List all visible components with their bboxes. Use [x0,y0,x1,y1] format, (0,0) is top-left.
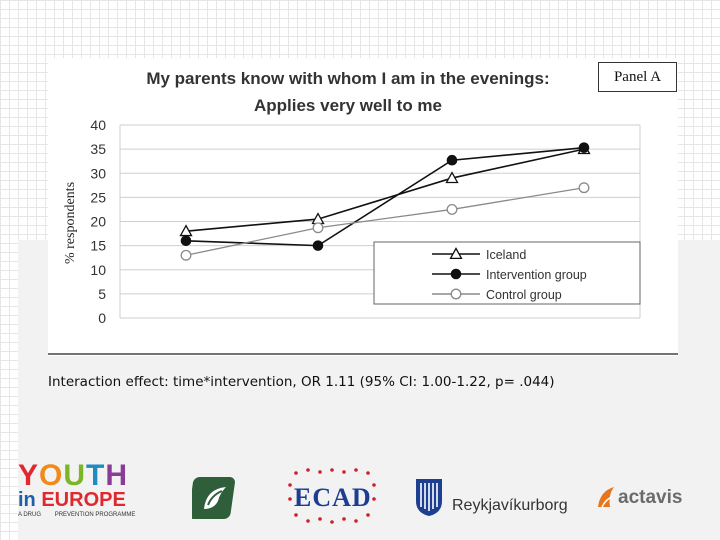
sponsor-logos: YOUTH in EUROPE A DRUG PREVENTION PROGRA… [18,455,720,535]
youth-logo-subtitle: A DRUG PREVENTION PROGRAMME [18,512,136,518]
legend-label-intervention-group: Intervention group [486,268,587,282]
reykjavikurborg-logo: Reykjavíkurborg [414,477,568,521]
chart-title-line2: Applies very well to me [254,96,442,115]
line-chart: My parents know with whom I am in the ev… [48,58,678,356]
actavis-logo-text: actavis [618,487,683,508]
actavis-logo: actavis [596,481,696,517]
legend: Iceland Intervention group Control group [373,241,641,305]
y-tick-labels: 0 5 10 15 20 25 30 35 40 [90,117,106,326]
y-tick-label: 20 [90,214,106,230]
chart-title-line1: My parents know with whom I am in the ev… [146,69,549,88]
green-leaf-logo [188,475,238,521]
y-tick-label: 30 [90,165,106,181]
series-line-iceland [185,148,585,232]
data-point-iceland [445,171,459,184]
legend-box [373,241,641,305]
legend-label-iceland: Iceland [486,248,526,262]
ecad-logo-text: ECAD [294,483,372,512]
in-europe-logo-text: in EUROPE [18,489,126,511]
data-point-intervention-group [180,235,192,247]
series-lines [179,142,591,261]
legend-label-control-group: Control group [486,288,562,302]
chart-background [48,58,678,356]
actavis-mark-icon [598,487,614,508]
series-line-intervention-group [185,146,585,247]
chart-caption: Interaction effect: time*intervention, O… [48,374,555,390]
data-point-intervention-group [446,154,458,166]
y-tick-label: 5 [98,286,106,302]
y-tick-label: 15 [90,238,106,254]
y-tick-label: 10 [90,262,106,278]
panel-label: Panel A [598,62,677,92]
data-point-control-group [180,249,192,261]
data-point-control-group [446,203,458,215]
y-tick-label: 40 [90,117,106,133]
data-point-intervention-group [312,240,324,251]
y-tick-label: 35 [90,141,106,157]
series-line-control-group [185,187,585,256]
data-point-intervention-group [578,142,590,153]
legend-marker-control-group [450,288,462,300]
y-axis-label: % respondents [63,182,78,264]
youth-in-europe-logo: YOUTH in EUROPE A DRUG PREVENTION PROGRA… [18,459,153,525]
youth-logo-text: YOUTH [18,459,129,492]
ecad-logo: ECAD [286,467,378,525]
legend-marker-iceland [449,247,463,260]
reykjavik-shield-icon [416,479,442,516]
y-tick-label: 25 [90,189,106,205]
data-point-control-group [578,182,590,194]
legend-marker-intervention-group [450,268,462,280]
reykjavikurborg-logo-text: Reykjavíkurborg [452,497,568,514]
y-tick-label: 0 [98,310,106,326]
data-point-control-group [312,222,324,234]
